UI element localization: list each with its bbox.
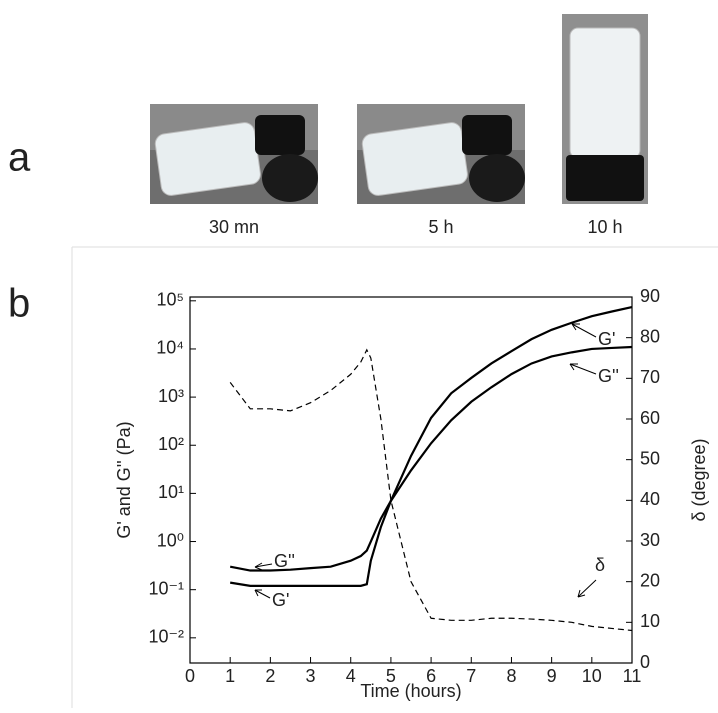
y2-axis-title: δ (degree) [689, 438, 709, 521]
y-tick-label: 10¹ [158, 482, 184, 502]
y2-tick-label: 10 [640, 611, 660, 631]
y-tick-label: 10⁴ [156, 338, 184, 358]
x-tick-label: 4 [346, 666, 356, 686]
caption: 30 mn [209, 217, 259, 237]
series-line [229, 348, 633, 632]
x-tick-label: 7 [466, 666, 476, 686]
caption: 5 h [428, 217, 453, 237]
x-tick-label: 10 [582, 666, 602, 686]
photo [562, 14, 648, 204]
y2-tick-label: 90 [640, 286, 660, 306]
y2-tick-label: 50 [640, 448, 660, 468]
x-tick-label: 3 [306, 666, 316, 686]
photo [150, 104, 318, 204]
series-label: G'' [274, 551, 295, 571]
y2-tick-label: 40 [640, 489, 660, 509]
y-tick-label: 10⁻² [148, 627, 184, 647]
series-label: G' [272, 590, 289, 610]
x-tick-label: 0 [185, 666, 195, 686]
x-tick-label: 5 [386, 666, 396, 686]
series-label: G'' [598, 366, 619, 386]
x-tick-label: 6 [426, 666, 436, 686]
x-tick-label: 9 [547, 666, 557, 686]
plot-frame [189, 296, 633, 664]
y-tick-label: 10⁵ [157, 290, 184, 310]
panel-label: b [8, 282, 30, 326]
arrows [254, 323, 597, 599]
y2-tick-label: 0 [640, 652, 650, 672]
caption: 10 h [587, 217, 622, 237]
y2-tick-label: 70 [640, 367, 660, 387]
y-tick-label: 10⁰ [157, 530, 184, 550]
x-tick-label: 11 [623, 666, 642, 686]
y-tick-label: 10⁻¹ [148, 578, 184, 598]
x-tick-label: 1 [225, 666, 235, 686]
x-axis-title: Time (hours) [360, 681, 461, 701]
photo [357, 104, 525, 204]
y-tick-label: 10³ [158, 386, 184, 406]
x-tick-label: 8 [506, 666, 516, 686]
y2-tick-label: 80 [640, 326, 660, 346]
y-axis-title: G' and G'' (Pa) [114, 421, 134, 538]
series-line [230, 306, 633, 587]
panel-label: a [8, 136, 31, 180]
series-line [229, 345, 633, 572]
y-tick-label: 10² [158, 434, 184, 454]
x-tick-label: 2 [265, 666, 275, 686]
y2-tick-label: 20 [640, 570, 660, 590]
series-label: δ [595, 555, 605, 575]
y2-tick-label: 30 [640, 530, 660, 550]
series-label: G' [598, 329, 615, 349]
y2-tick-label: 60 [640, 408, 660, 428]
